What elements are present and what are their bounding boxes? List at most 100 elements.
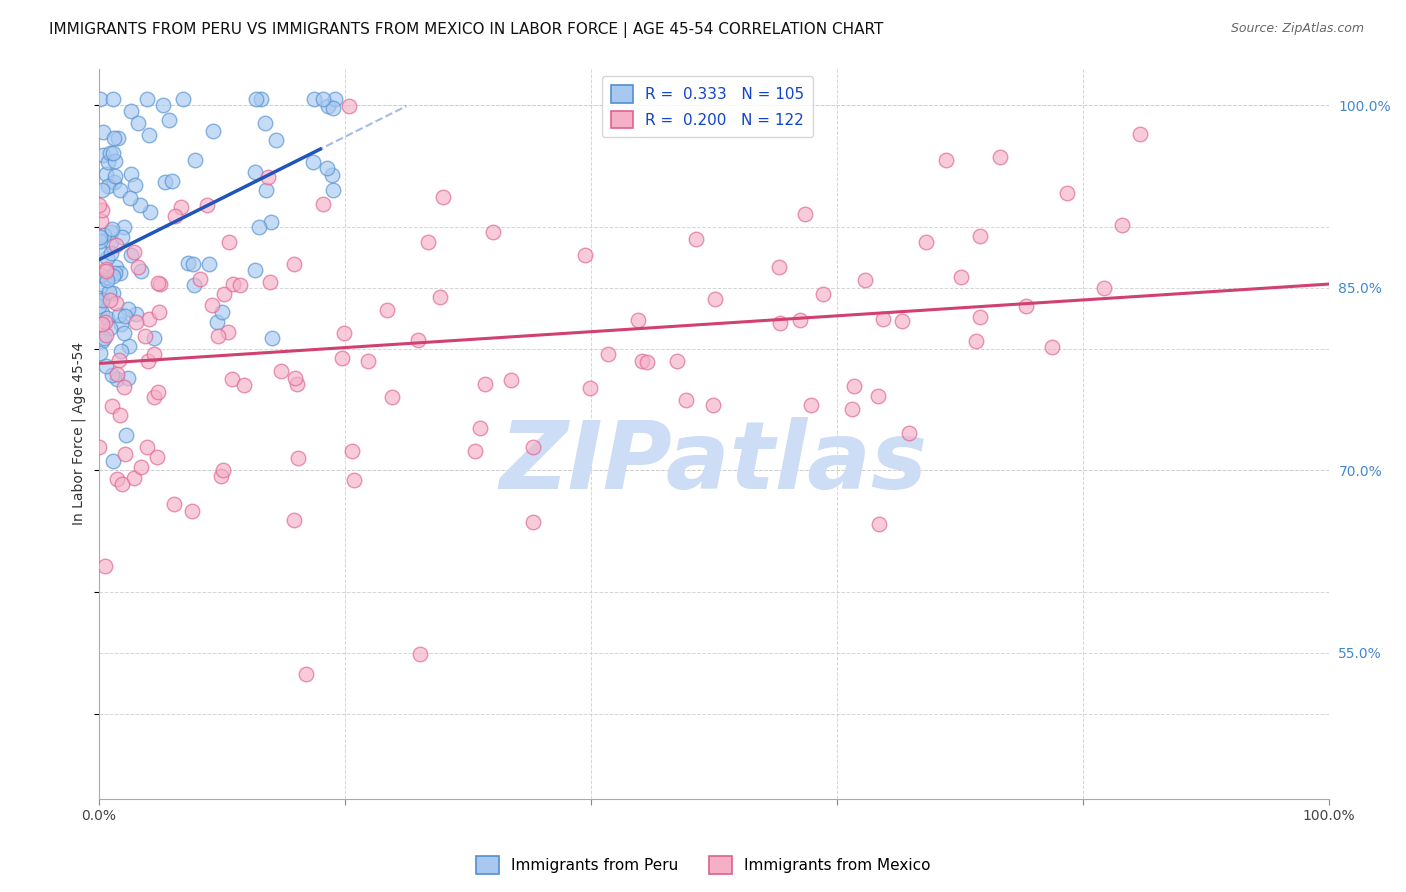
Point [342, 473, 364, 487]
Point [813, 287, 835, 301]
Point [522, 441, 544, 455]
Point [91, 318, 114, 332]
Point [96, 251, 118, 265]
Point [122, 244, 145, 259]
Legend: R =  0.333   N = 105, R =  0.200   N = 122: R = 0.333 N = 105, R = 0.200 N = 122 [602, 76, 813, 137]
Point [218, 235, 240, 250]
Point [104, 260, 127, 275]
Point [117, 371, 139, 385]
Point [114, 379, 136, 393]
Point [302, 155, 325, 169]
Point [104, 169, 127, 183]
Point [853, 273, 876, 287]
Point [110, 317, 132, 331]
Point [108, 308, 131, 322]
Point [685, 232, 707, 246]
Point [89, 234, 111, 248]
Point [177, 256, 200, 270]
Text: ZIPatlas: ZIPatlas [499, 417, 928, 509]
Point [100, 235, 122, 249]
Point [270, 364, 292, 378]
Point [245, 164, 267, 178]
Point [96, 269, 118, 284]
Point [330, 351, 353, 366]
Point [105, 367, 128, 381]
Point [322, 101, 344, 115]
Point [105, 372, 128, 386]
Point [148, 276, 170, 290]
Point [100, 246, 122, 260]
Point [283, 512, 305, 526]
Point [94, 559, 117, 574]
Point [522, 515, 544, 529]
Point [96, 311, 118, 326]
Point [432, 190, 454, 204]
Point [312, 197, 335, 211]
Point [107, 130, 129, 145]
Point [89, 92, 111, 106]
Point [89, 346, 111, 360]
Point [181, 257, 204, 271]
Point [120, 104, 142, 119]
Point [703, 292, 725, 306]
Point [120, 167, 142, 181]
Point [128, 198, 150, 212]
Point [891, 314, 914, 328]
Point [337, 99, 360, 113]
Point [157, 112, 180, 127]
Point [636, 355, 658, 369]
Point [340, 443, 363, 458]
Point [897, 426, 920, 441]
Point [416, 235, 439, 249]
Point [256, 169, 278, 184]
Point [264, 133, 287, 147]
Point [789, 312, 811, 326]
Point [100, 320, 122, 334]
Point [110, 344, 132, 359]
Point [965, 334, 987, 349]
Point [127, 260, 149, 275]
Point [96, 264, 118, 278]
Point [103, 145, 125, 160]
Point [631, 354, 654, 368]
Point [98, 145, 121, 160]
Point [136, 92, 159, 106]
Point [247, 220, 270, 235]
Point [91, 293, 114, 308]
Point [866, 389, 889, 403]
Point [101, 222, 124, 236]
Point [152, 98, 174, 112]
Point [110, 477, 132, 491]
Point [104, 266, 127, 280]
Point [1129, 127, 1152, 141]
Point [574, 248, 596, 262]
Point [322, 183, 344, 197]
Point [155, 175, 177, 189]
Point [90, 293, 112, 307]
Point [96, 262, 118, 277]
Point [207, 329, 229, 343]
Point [205, 315, 228, 329]
Point [675, 392, 697, 407]
Point [188, 271, 211, 285]
Point [198, 257, 221, 271]
Point [110, 408, 132, 422]
Point [101, 368, 124, 382]
Point [165, 209, 187, 223]
Point [284, 371, 307, 385]
Point [409, 647, 432, 661]
Point [96, 273, 118, 287]
Point [120, 191, 142, 205]
Point [501, 373, 523, 387]
Point [94, 315, 117, 329]
Point [800, 398, 823, 412]
Point [316, 99, 339, 113]
Point [406, 333, 429, 347]
Point [254, 183, 277, 197]
Point [134, 329, 156, 343]
Point [112, 326, 135, 340]
Point [184, 153, 207, 168]
Point [105, 296, 128, 310]
Point [249, 92, 271, 106]
Point [138, 312, 160, 326]
